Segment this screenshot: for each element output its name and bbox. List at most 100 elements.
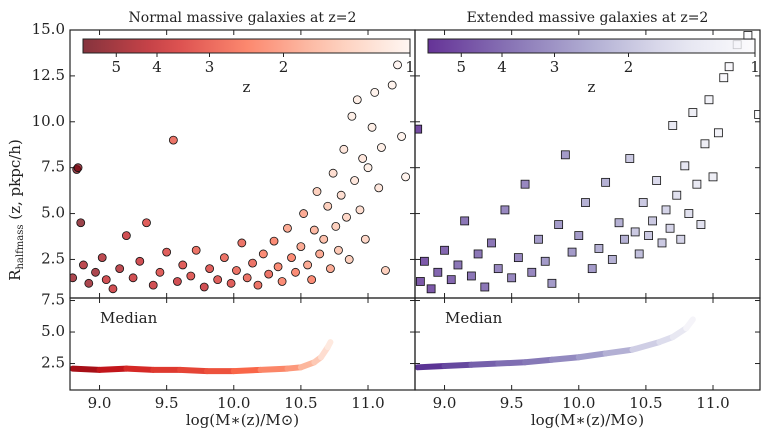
point [84,278,94,288]
point [607,255,617,264]
point [339,144,349,154]
point [692,179,702,189]
point [344,255,354,264]
point [688,108,698,118]
point [374,183,384,193]
point [355,205,365,215]
point [315,249,325,259]
x-tick-label: 9.5 [155,394,179,412]
point [601,177,611,187]
median-segment [415,363,448,371]
point [754,110,760,119]
point [567,247,577,257]
cbar-label: z [588,78,596,96]
median-segment [70,365,103,373]
annotation: Median [100,309,158,327]
cbar-label: z [243,78,251,96]
point [534,234,543,244]
point [377,143,386,152]
point [226,278,236,288]
point [676,234,686,244]
point [415,124,423,134]
point [560,150,570,160]
point [661,205,671,215]
y-tick-label: 5.0 [41,204,65,222]
point [323,201,333,211]
point [277,277,287,286]
point [186,271,196,281]
y-tick-label: 15.0 [32,20,65,38]
cbar-tick-label: 4 [152,58,162,76]
point [219,253,229,263]
point [724,62,734,72]
point [547,278,557,288]
point [213,275,223,285]
plot-area [415,316,696,371]
point [581,198,590,207]
point [360,234,370,244]
point [540,256,550,266]
point [426,284,436,294]
point [401,172,411,182]
point [594,244,604,253]
colorbar [427,38,756,54]
point [513,253,523,263]
point [620,234,629,244]
median-segment [96,365,130,373]
median-segment [123,365,157,373]
x-tick-label: 11.0 [696,394,729,412]
point [672,190,682,200]
point [387,80,397,90]
point [331,222,341,231]
point [142,218,151,228]
point [719,73,729,83]
y-axis-label-part: R [6,269,24,281]
point [121,231,131,240]
point [97,253,107,263]
median-segment [324,339,334,351]
cbar-tick-label: 5 [457,58,467,76]
cbar-tick-label: 4 [497,58,507,76]
point [352,95,362,105]
point [101,275,111,285]
point [248,258,257,268]
point [309,225,319,235]
y-tick-label: 7.5 [41,291,65,309]
point [205,264,215,274]
x-axis-label: log(M∗(z)/M⊙) [186,411,299,429]
point [168,135,178,145]
point [172,277,182,286]
point [381,266,390,275]
median-segment [441,361,475,370]
point [665,223,675,233]
point [199,282,209,292]
point [419,256,429,266]
point [680,161,690,171]
point [367,122,377,132]
point [487,238,496,248]
point [312,187,322,196]
point [79,260,88,270]
point [237,238,247,248]
point [162,247,172,257]
point [76,218,86,228]
point [433,267,443,277]
point [507,273,517,283]
cbar-tick-label: 2 [624,58,634,76]
plot-area [70,339,334,375]
point [480,282,490,292]
y-axis-label: Rhalfmass (z, pkpc/h) [6,139,26,281]
point [652,176,662,185]
axes-frame [414,29,761,299]
point [657,238,667,248]
median-segment [602,346,636,357]
x-tick-label: 10.5 [284,394,317,412]
y-axis-label-part: halfmass [15,225,26,270]
point [648,216,658,226]
cbar-tick-label: 3 [205,58,215,76]
point [440,245,449,255]
point [303,260,313,270]
point [625,154,635,163]
point [363,163,373,173]
point [148,280,158,290]
